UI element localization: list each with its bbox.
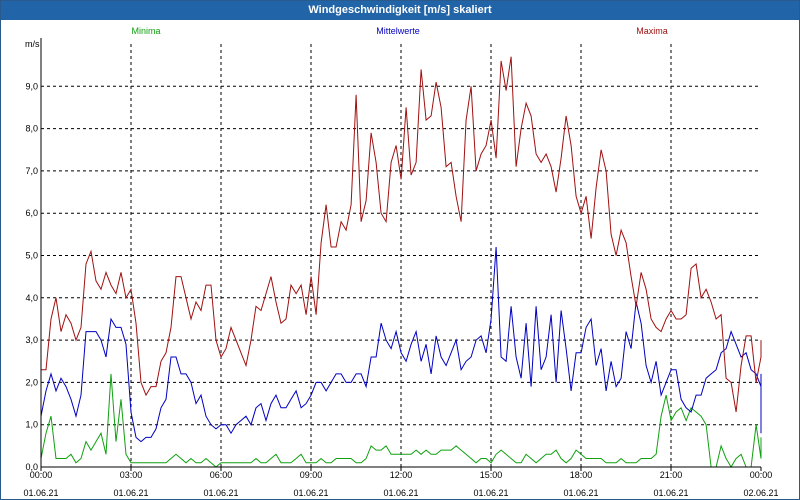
x-tick-time-label: 00:00 bbox=[750, 470, 773, 480]
x-tick-date-label: 01.06.21 bbox=[113, 488, 148, 498]
x-tick-time-label: 09:00 bbox=[300, 470, 323, 480]
legend: Minima Mittelwerte Maxima bbox=[131, 26, 667, 36]
y-axis-labels: 0,0 1,0 2,0 3,0 4,0 5,0 6,0 7,0 8,0 9,0 bbox=[25, 81, 38, 472]
y-tick-label: 6,0 bbox=[25, 208, 38, 218]
x-tick-time-label: 03:00 bbox=[120, 470, 143, 480]
x-tick-date-label: 02.06.21 bbox=[743, 488, 778, 498]
x-tick-time-label: 21:00 bbox=[660, 470, 683, 480]
y-tick-label: 3,0 bbox=[25, 335, 38, 345]
x-tick-date-label: 01.06.21 bbox=[383, 488, 418, 498]
grid bbox=[41, 44, 761, 467]
y-tick-label: 0,0 bbox=[25, 462, 38, 472]
line-chart: 0,0 1,0 2,0 3,0 4,0 5,0 6,0 7,0 8,0 9,0 00:00 01.0… bbox=[23, 26, 778, 498]
y-tick-label: 5,0 bbox=[25, 251, 38, 261]
legend-entry-minima: Minima bbox=[131, 26, 160, 36]
series-line-maxima bbox=[41, 56, 762, 413]
x-tick-date-label: 01.06.21 bbox=[563, 488, 598, 498]
x-tick-time-label: 06:00 bbox=[210, 470, 233, 480]
x-tick-date-label: 01.06.21 bbox=[203, 488, 238, 498]
x-tick-date-label: 01.06.21 bbox=[653, 488, 688, 498]
x-tick-date-label: 01.06.21 bbox=[293, 488, 328, 498]
x-tick-date-label: 01.06.21 bbox=[473, 488, 508, 498]
legend-entry-mittelwerte: Mittelwerte bbox=[376, 26, 420, 36]
y-tick-label: 2,0 bbox=[25, 377, 38, 387]
x-tick-time-label: 15:00 bbox=[480, 470, 503, 480]
y-axis-unit-label: m/s bbox=[25, 39, 40, 49]
y-tick-label: 1,0 bbox=[25, 420, 38, 430]
x-tick-time-label: 18:00 bbox=[570, 470, 593, 480]
y-tick-label: 7,0 bbox=[25, 166, 38, 176]
legend-entry-maxima: Maxima bbox=[636, 26, 668, 36]
y-tick-label: 4,0 bbox=[25, 293, 38, 303]
series-line-mittelwerte bbox=[40, 246, 762, 443]
x-tick-time-label: 00:00 bbox=[30, 470, 53, 480]
y-tick-label: 8,0 bbox=[25, 124, 38, 134]
y-tick-label: 9,0 bbox=[25, 81, 38, 91]
series-lines bbox=[40, 56, 762, 468]
x-axis-labels: 00:00 01.06.21 03:00 01.06.21 06:00 01.06.21 0… bbox=[23, 470, 778, 498]
x-tick-date-label: 01.06.21 bbox=[23, 488, 58, 498]
x-tick-time-label: 12:00 bbox=[390, 470, 413, 480]
window-title: Windgeschwindigkeit [m/s] skaliert bbox=[1, 1, 799, 20]
series-line-minima bbox=[40, 373, 762, 468]
plot-frame bbox=[40, 38, 762, 471]
